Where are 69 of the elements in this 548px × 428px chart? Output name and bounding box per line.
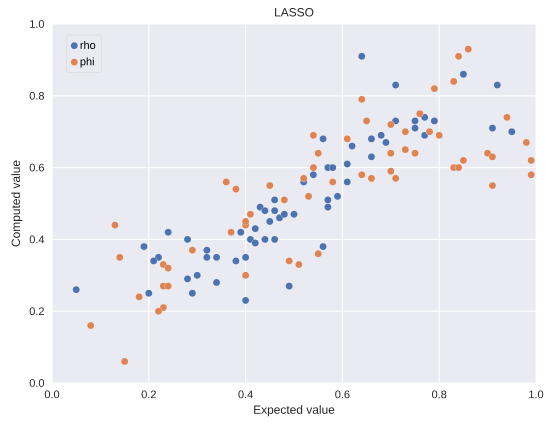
point xyxy=(164,282,172,290)
point xyxy=(344,135,351,143)
x-tick-label: 1.0 xyxy=(529,390,544,398)
point xyxy=(135,293,143,301)
point xyxy=(328,178,336,186)
point xyxy=(358,171,366,179)
point xyxy=(450,78,458,86)
point xyxy=(304,192,312,200)
point xyxy=(314,250,322,258)
legend-label: phi xyxy=(80,57,94,68)
point xyxy=(232,185,240,193)
point xyxy=(392,174,400,182)
y-tick-label: 0.2 xyxy=(30,307,44,316)
x-axis-title: Expected value xyxy=(254,405,334,416)
chart-title: LASSO xyxy=(275,8,314,16)
point xyxy=(295,260,303,268)
point xyxy=(242,218,250,226)
point xyxy=(416,110,424,118)
point xyxy=(435,132,443,140)
point xyxy=(242,272,250,280)
point xyxy=(285,257,293,265)
x-tick-label: 0.4 xyxy=(238,390,253,398)
point xyxy=(488,153,496,161)
point xyxy=(222,178,230,186)
point xyxy=(358,96,366,104)
point xyxy=(86,322,94,330)
point xyxy=(266,182,274,190)
point xyxy=(387,120,395,128)
point xyxy=(246,210,254,218)
point xyxy=(280,196,288,204)
point xyxy=(402,128,410,136)
point xyxy=(310,164,318,172)
point xyxy=(300,174,308,182)
x-tick-label: 0.6 xyxy=(335,390,350,398)
point xyxy=(368,174,376,182)
point xyxy=(164,264,172,272)
point xyxy=(402,146,410,154)
point xyxy=(362,117,370,125)
y-tick-label: 0.6 xyxy=(30,164,44,172)
point xyxy=(387,150,395,157)
point xyxy=(527,156,535,164)
point xyxy=(188,246,196,254)
point xyxy=(411,150,419,157)
x-tick-label: 0.2 xyxy=(142,390,156,398)
legend-label: rho xyxy=(80,40,96,49)
point xyxy=(310,132,318,140)
point xyxy=(464,45,472,53)
y-tick-label: 1.0 xyxy=(30,20,44,28)
point xyxy=(460,156,468,164)
x-tick-label: 0.8 xyxy=(432,390,446,398)
point xyxy=(120,358,128,366)
point xyxy=(454,52,462,60)
point xyxy=(454,164,462,172)
point xyxy=(314,150,322,157)
point xyxy=(527,171,535,179)
y-tick-label: 0.0 xyxy=(30,379,44,387)
point xyxy=(503,114,511,122)
point xyxy=(387,167,395,175)
y-axis-title: Computed value xyxy=(11,160,22,246)
point xyxy=(227,228,235,236)
x-tick-label: 0.0 xyxy=(44,390,60,398)
point xyxy=(111,221,119,229)
point xyxy=(488,182,496,190)
y-tick-label: 0.4 xyxy=(30,236,44,244)
point xyxy=(154,307,162,315)
y-tick-label: 0.8 xyxy=(30,92,44,100)
point xyxy=(116,254,124,262)
point xyxy=(430,84,438,92)
point xyxy=(522,138,530,146)
